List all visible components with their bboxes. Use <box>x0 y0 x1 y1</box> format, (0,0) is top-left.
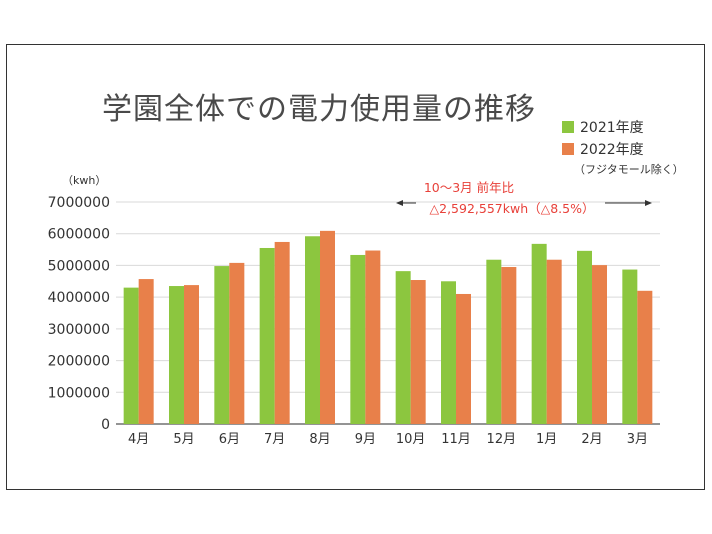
x-tick-label: 8月 <box>309 432 330 447</box>
annotation-arrow-left-head <box>396 200 403 206</box>
annotation-line2: △2,592,557kwh（△8.5%） <box>430 201 595 216</box>
bar-2022 <box>592 265 607 424</box>
legend-item-2021: 2021年度 <box>562 116 644 138</box>
x-tick-label: 6月 <box>219 432 240 447</box>
bar-2022 <box>501 267 517 424</box>
bar-2022 <box>546 259 562 424</box>
bar-2021 <box>259 247 275 424</box>
y-tick-label: 4000000 <box>48 290 110 306</box>
bar-2022 <box>365 250 381 424</box>
x-tick-label: 3月 <box>627 432 648 447</box>
bar-2021 <box>305 236 320 424</box>
y-tick-label: 1000000 <box>48 385 110 401</box>
legend-item-2022: 2022年度 <box>562 138 644 160</box>
x-tick-label: 9月 <box>355 432 376 447</box>
y-axis-unit-label: （kwh） <box>62 174 106 187</box>
bar-2022 <box>320 230 335 424</box>
bar-2022 <box>456 293 471 424</box>
bar-2021 <box>577 250 592 424</box>
x-tick-label: 5月 <box>173 432 194 447</box>
bar-2021 <box>123 287 139 424</box>
x-tick-label: 4月 <box>128 432 149 447</box>
x-tick-label: 12月 <box>487 432 517 447</box>
annotation-line1: 10～3月 前年比 <box>424 180 514 195</box>
legend-label-2021: 2021年度 <box>580 120 644 136</box>
bar-2021 <box>214 266 230 424</box>
chart-title: 学園全体での電力使用量の推移 <box>102 92 536 127</box>
x-tick-label: 1月 <box>536 432 557 447</box>
y-tick-label: 7000000 <box>48 195 110 211</box>
bar-2021 <box>350 254 366 424</box>
bar-2022 <box>229 262 245 424</box>
bar-2022 <box>138 279 154 424</box>
bar-2022 <box>637 290 653 424</box>
legend-swatch-2021 <box>562 121 574 133</box>
bar-2021 <box>169 286 184 424</box>
legend-note: （フジタモール除く） <box>574 163 684 176</box>
x-tick-label: 7月 <box>264 432 285 447</box>
annotation-arrow-right-head <box>645 200 652 206</box>
y-tick-label: 0 <box>101 417 110 433</box>
x-tick-label: 11月 <box>441 432 471 447</box>
bar-2021 <box>486 259 502 424</box>
x-tick-label: 2月 <box>581 432 602 447</box>
x-tick-label: 10月 <box>396 432 426 447</box>
y-tick-label: 5000000 <box>48 258 110 274</box>
bar-2021 <box>441 281 456 424</box>
legend: 2021年度 2022年度 <box>562 116 644 160</box>
bar-2021 <box>395 271 411 424</box>
chart-frame <box>6 44 705 490</box>
bar-2021 <box>531 243 547 424</box>
y-tick-label: 6000000 <box>48 227 110 243</box>
legend-label-2022: 2022年度 <box>580 142 644 158</box>
bar-2022 <box>410 280 426 424</box>
bar-2022 <box>184 285 199 424</box>
bar-2022 <box>274 241 290 424</box>
y-tick-label: 2000000 <box>48 354 110 370</box>
y-tick-label: 3000000 <box>48 322 110 338</box>
bar-2021 <box>622 269 638 424</box>
legend-swatch-2022 <box>562 143 574 155</box>
